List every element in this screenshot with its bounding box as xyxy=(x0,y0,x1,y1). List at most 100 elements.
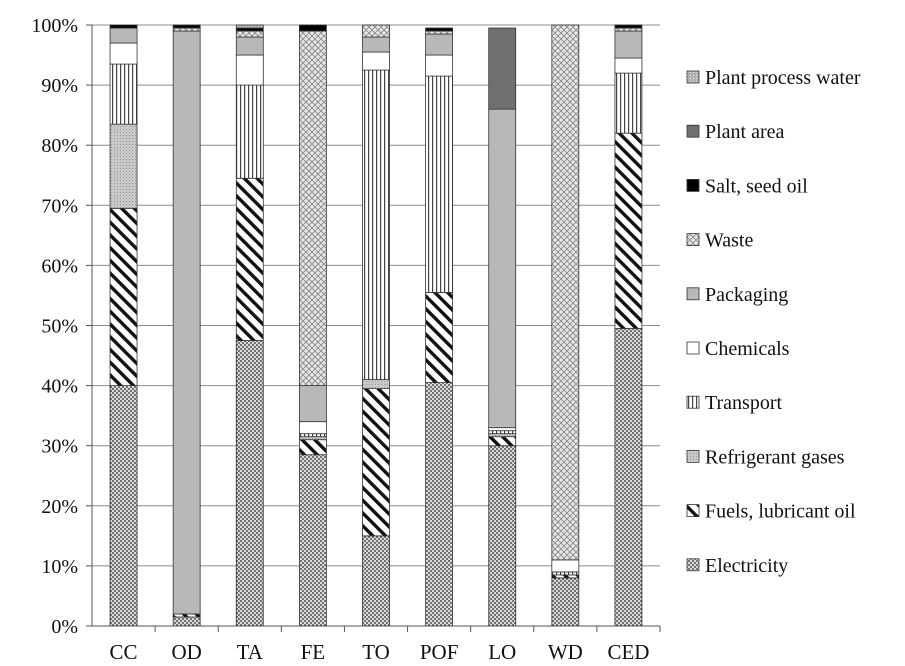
bar-segment-electricity xyxy=(614,328,643,627)
y-tick-label: 40% xyxy=(41,376,78,398)
legend-swatch-transport xyxy=(686,395,700,409)
bar-segment-chemicals xyxy=(362,51,390,71)
x-tick-label: OD xyxy=(171,640,201,664)
bar-segment-transport xyxy=(551,571,580,576)
y-tick-label: 20% xyxy=(41,496,78,518)
bar-segment-fuels-lubricant-oil xyxy=(235,177,264,341)
bar-segment-fuels-lubricant-oil xyxy=(362,388,390,537)
bar-segment-waste xyxy=(172,27,201,32)
axes xyxy=(91,25,660,627)
x-tick-label: CED xyxy=(607,640,649,664)
bar-segment-waste xyxy=(614,27,643,32)
bar-segment-transport xyxy=(488,430,517,435)
bar-segment-chemicals xyxy=(109,42,138,65)
x-tick-label: TO xyxy=(362,640,390,664)
x-tick-label: POF xyxy=(420,640,459,664)
y-tick-label: 0% xyxy=(51,616,78,638)
legend-label: Refrigerant gases xyxy=(705,446,845,468)
bar-segment-waste xyxy=(235,30,264,38)
bar-segment-transport xyxy=(109,63,138,125)
bar-segment-chemicals xyxy=(551,559,580,573)
x-tick-label: TA xyxy=(237,640,264,664)
bar-segment-packaging xyxy=(425,33,454,56)
legend-swatch-refrigerant-gases xyxy=(686,449,700,463)
legend-swatch-plant-process-water xyxy=(686,70,700,84)
legend-swatch-waste xyxy=(686,233,700,247)
bar-segment-refrigerant-gases xyxy=(488,433,517,438)
bar-segment-transport xyxy=(235,84,264,179)
legend-label: Electricity xyxy=(705,555,788,577)
bar-segment-chemicals xyxy=(298,421,327,435)
x-tick-label: LO xyxy=(488,640,516,664)
y-tick-label: 100% xyxy=(31,15,78,37)
bar-segment-plant-process-water xyxy=(235,24,264,29)
bar-segment-packaging xyxy=(109,27,138,44)
bar-segment-fuels-lubricant-oil xyxy=(614,132,643,329)
bar-segment-fuels-lubricant-oil xyxy=(488,436,517,447)
legend-label: Transport xyxy=(705,392,782,414)
bar-segment-refrigerant-gases xyxy=(362,379,390,390)
legend-label: Waste xyxy=(705,230,753,252)
legend-label: Plant area xyxy=(705,121,785,143)
y-tick-labels: 0% 10% 20% 30% 40% 50% 60% 70% 80% 90% 100% xyxy=(31,15,78,638)
bar-segment-salt-seed-oil xyxy=(614,24,643,29)
bar-segment-salt-seed-oil xyxy=(425,27,454,32)
bar-segment-electricity xyxy=(172,616,201,627)
bar-segment-salt-seed-oil xyxy=(298,24,327,32)
bar-segment-chemicals xyxy=(235,54,264,86)
bar-segment-plant-area xyxy=(488,27,517,110)
y-tick-label: 10% xyxy=(41,556,78,578)
legend-swatch-chemicals xyxy=(686,341,700,355)
legend-label: Salt, seed oil xyxy=(705,175,808,197)
bar-segment-chemicals xyxy=(488,427,517,432)
bar-segment-waste xyxy=(298,30,327,386)
legend-label: Chemicals xyxy=(705,338,790,360)
legend-label: Plant process water xyxy=(705,67,861,89)
bar-segment-fuels-lubricant-oil xyxy=(109,207,138,386)
bar-segment-packaging xyxy=(362,36,390,53)
bar-segment-electricity xyxy=(425,382,454,627)
bar-segment-packaging xyxy=(614,30,643,59)
bar-segment-waste xyxy=(551,24,580,561)
bar-segment-chemicals xyxy=(425,54,454,77)
y-tick-label: 50% xyxy=(41,316,78,338)
bar-segment-packaging xyxy=(235,36,264,56)
bar-segment-salt-seed-oil xyxy=(235,27,264,32)
bar-segment-refrigerant-gases xyxy=(298,436,327,441)
x-tick-label: WD xyxy=(548,640,583,664)
bar-segment-fuels-lubricant-oil xyxy=(298,439,327,456)
bar-segment-electricity xyxy=(488,445,517,627)
legend-swatch-salt-seed-oil xyxy=(686,178,700,192)
bar-segment-transport xyxy=(362,69,390,380)
bar-segment-electricity xyxy=(551,577,580,627)
bar-segment-transport xyxy=(614,72,643,134)
x-tick-label: FE xyxy=(301,640,326,664)
bar-segment-chemicals xyxy=(614,57,643,74)
bar-segment-electricity xyxy=(298,454,327,627)
legend-label: Packaging xyxy=(705,284,788,306)
legend-swatch-electricity xyxy=(686,558,700,572)
bar-segment-packaging xyxy=(298,385,327,423)
legend-swatch-fuels-lubricant-oil xyxy=(686,504,700,518)
bar-segment-electricity xyxy=(235,340,264,627)
x-tick-label: CC xyxy=(110,640,138,664)
legend-swatch-packaging xyxy=(686,287,700,301)
legend-swatch-plant-area xyxy=(686,124,700,138)
bar-segment-refrigerant-gases xyxy=(109,123,138,209)
bar-segment-fuels-lubricant-oil xyxy=(425,292,454,383)
bar-segment-waste xyxy=(425,30,454,35)
y-tick-label: 60% xyxy=(41,255,78,277)
bars xyxy=(109,24,643,627)
bar-segment-fuels-lubricant-oil xyxy=(172,613,201,618)
bar-segment-transport xyxy=(298,433,327,438)
bar-segment-waste xyxy=(362,24,390,38)
bar-segment-salt-seed-oil xyxy=(109,24,138,29)
bar-segment-salt-seed-oil xyxy=(172,24,201,29)
bar-segment-packaging xyxy=(172,30,201,615)
bar-segment-electricity xyxy=(109,385,138,627)
legend-label: Fuels, lubricant oil xyxy=(705,501,856,523)
bar-segment-fuels-lubricant-oil xyxy=(551,574,580,579)
bar-segment-electricity xyxy=(362,535,390,627)
y-tick-label: 80% xyxy=(41,135,78,157)
